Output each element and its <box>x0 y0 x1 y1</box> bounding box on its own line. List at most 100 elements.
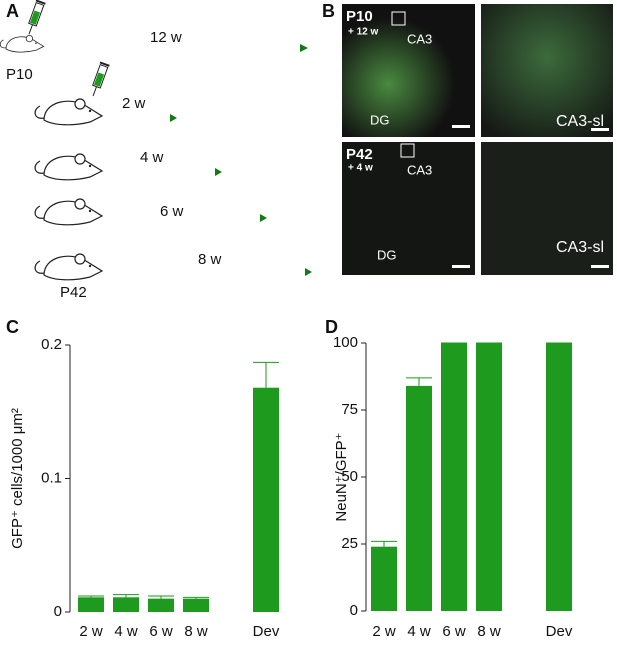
duration-label: 8 w <box>198 251 222 268</box>
age-label: P42 <box>60 284 87 301</box>
panel-label: A <box>6 1 19 21</box>
zoom-label: CA3-sl <box>556 239 604 256</box>
bar <box>476 343 502 611</box>
syringe <box>28 0 46 35</box>
arrow-head <box>300 44 308 52</box>
mouse-tail <box>34 160 45 174</box>
scale-bar <box>591 265 609 268</box>
duration-label: 4 w <box>140 149 164 166</box>
y-tick-label: 25 <box>341 535 358 552</box>
zoom-box <box>400 143 415 158</box>
bar <box>546 343 572 611</box>
y-tick-label: 0.1 <box>41 469 62 486</box>
arrow-head <box>305 268 312 276</box>
y-tick-label: 100 <box>333 334 358 351</box>
region-label: DG <box>370 112 390 127</box>
syringe-fluid <box>93 72 105 87</box>
y-axis-label: NeuN⁺/GFP⁺ <box>333 432 350 521</box>
y-axis-label: GFP⁺ cells/1000 μm² <box>9 408 26 549</box>
image-time: + 4 w <box>348 163 373 174</box>
bar <box>148 598 174 612</box>
error-bar <box>183 596 209 599</box>
bar <box>253 387 279 612</box>
x-tick-label: 2 w <box>372 623 396 640</box>
duration-label: 12 w <box>150 29 182 46</box>
mouse-tail <box>34 205 45 219</box>
x-tick-label: Dev <box>253 623 280 640</box>
region-label: CA3 <box>407 162 432 177</box>
y-tick-label: 75 <box>341 401 358 418</box>
scale-bar <box>591 128 609 131</box>
syringe-needle <box>92 86 97 97</box>
error-bar <box>78 595 104 598</box>
mouse-body <box>43 200 104 226</box>
mouse-eye <box>88 164 92 168</box>
image-time: + 12 w <box>348 27 379 38</box>
syringe-fluid <box>29 10 41 25</box>
bar <box>406 385 432 611</box>
duration-label: 6 w <box>160 203 184 220</box>
mouse-eye <box>35 42 37 44</box>
image-age: P42 <box>346 146 373 163</box>
bar <box>441 343 467 611</box>
zoom-label: CA3-sl <box>556 113 604 130</box>
x-tick-label: 8 w <box>477 623 501 640</box>
age-label: P10 <box>6 66 33 83</box>
zoom-box <box>391 11 406 26</box>
region-label: DG <box>377 247 397 262</box>
x-tick-label: 8 w <box>184 623 208 640</box>
bar <box>371 546 397 611</box>
x-tick-label: 4 w <box>407 623 431 640</box>
mouse-ear <box>25 34 34 43</box>
mouse-eye <box>88 209 92 213</box>
mouse-body <box>5 36 45 53</box>
panel-label: B <box>322 1 335 21</box>
arrow-head <box>170 114 177 122</box>
region-label: CA3 <box>407 31 432 46</box>
duration-label: 2 w <box>122 95 146 112</box>
panel-label: C <box>6 317 19 337</box>
error-bar <box>148 595 174 599</box>
mouse-tail <box>34 105 45 119</box>
mouse-ear <box>74 253 86 265</box>
micrograph <box>342 4 475 137</box>
image-age: P10 <box>346 8 373 25</box>
arrow-head <box>260 214 267 222</box>
mouse-eye <box>88 109 92 113</box>
mouse-tail <box>34 260 45 274</box>
mouse-ear <box>74 198 86 210</box>
mouse <box>34 253 104 281</box>
micrograph <box>481 4 613 137</box>
mouse-ear <box>74 153 86 165</box>
mouse-ear <box>74 98 86 110</box>
mouse-tail <box>0 39 7 49</box>
bar <box>78 597 104 612</box>
scale-bar <box>452 265 470 268</box>
mouse-eye <box>88 264 92 268</box>
mouse <box>34 98 104 126</box>
x-tick-label: 6 w <box>442 623 466 640</box>
syringe-needle <box>28 24 33 35</box>
micrograph <box>342 142 475 275</box>
x-tick-label: 4 w <box>114 623 138 640</box>
panel-label: D <box>325 317 338 337</box>
error-bar <box>371 540 397 547</box>
y-tick-label: 0 <box>54 603 62 620</box>
bar <box>183 598 209 612</box>
x-tick-label: 6 w <box>149 623 173 640</box>
bar <box>113 597 139 612</box>
scale-bar <box>452 125 470 128</box>
x-tick-label: 2 w <box>79 623 103 640</box>
y-tick-label: 50 <box>341 468 358 485</box>
micrograph <box>481 142 613 275</box>
y-tick-label: 0 <box>350 602 358 619</box>
syringe <box>92 61 110 97</box>
mouse-body <box>43 100 104 126</box>
error-bar <box>406 377 432 386</box>
error-bar <box>253 361 279 388</box>
mouse-body <box>43 155 104 181</box>
arrow-head <box>215 168 222 176</box>
syringe-plunger <box>99 61 110 67</box>
x-tick-label: Dev <box>546 623 573 640</box>
